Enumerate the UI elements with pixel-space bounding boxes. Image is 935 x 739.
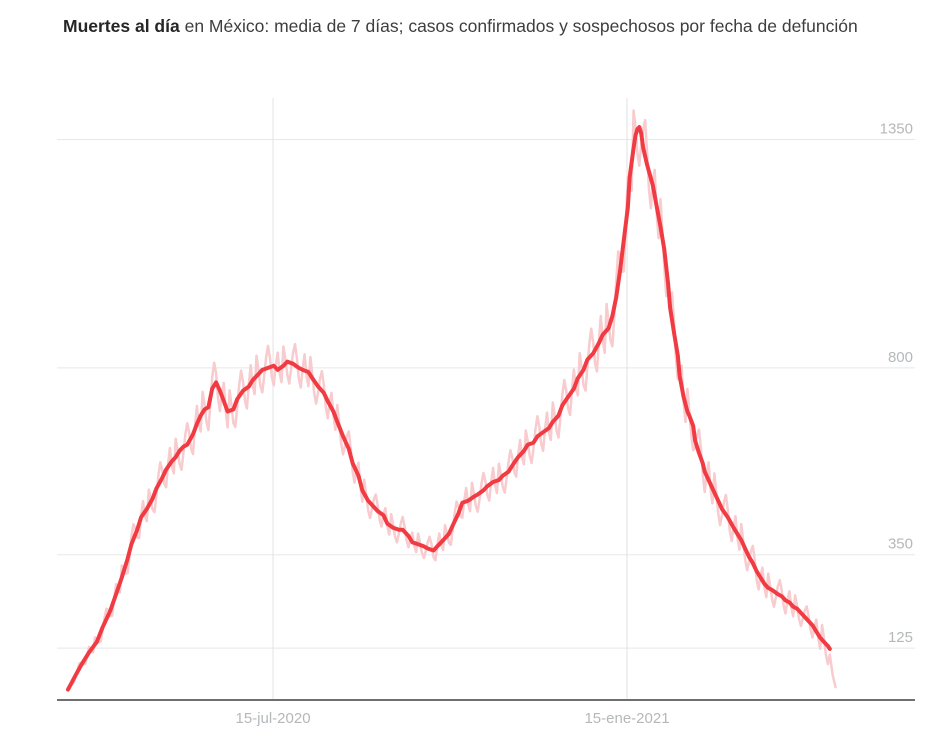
chart-title: Muertes al día en México: media de 7 día… xyxy=(63,12,895,40)
chart-title-rest: en México: media de 7 días; casos confir… xyxy=(179,16,858,36)
y-tick-label: 125 xyxy=(888,629,913,646)
x-tick-label: 15-ene-2021 xyxy=(584,710,669,727)
chart-title-bold: Muertes al día xyxy=(63,16,180,36)
avg-deaths-line xyxy=(66,125,832,692)
y-tick-label: 800 xyxy=(888,349,913,366)
daily-deaths-line xyxy=(66,109,837,689)
x-tick-label: 15-jul-2020 xyxy=(236,710,311,727)
y-tick-label: 1350 xyxy=(880,121,913,138)
y-tick-label: 350 xyxy=(888,536,913,553)
